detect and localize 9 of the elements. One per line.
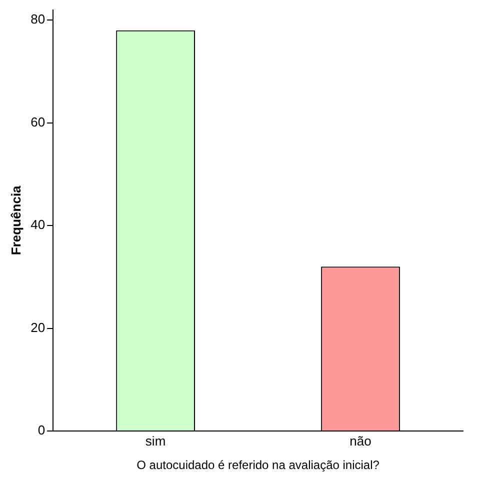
y-tick-label: 20 — [30, 320, 46, 335]
y-tick-label: 40 — [30, 217, 46, 232]
x-tick-label: sim — [145, 433, 166, 448]
y-tick-label: 80 — [30, 12, 46, 27]
x-tick-label: não — [350, 433, 372, 448]
x-axis-title: O autocuidado é referido na avaliação inicial? — [136, 458, 380, 472]
y-tick-label: 0 — [38, 422, 46, 438]
y-tick-label: 60 — [30, 114, 46, 130]
y-axis-title: Frequência — [8, 184, 24, 256]
